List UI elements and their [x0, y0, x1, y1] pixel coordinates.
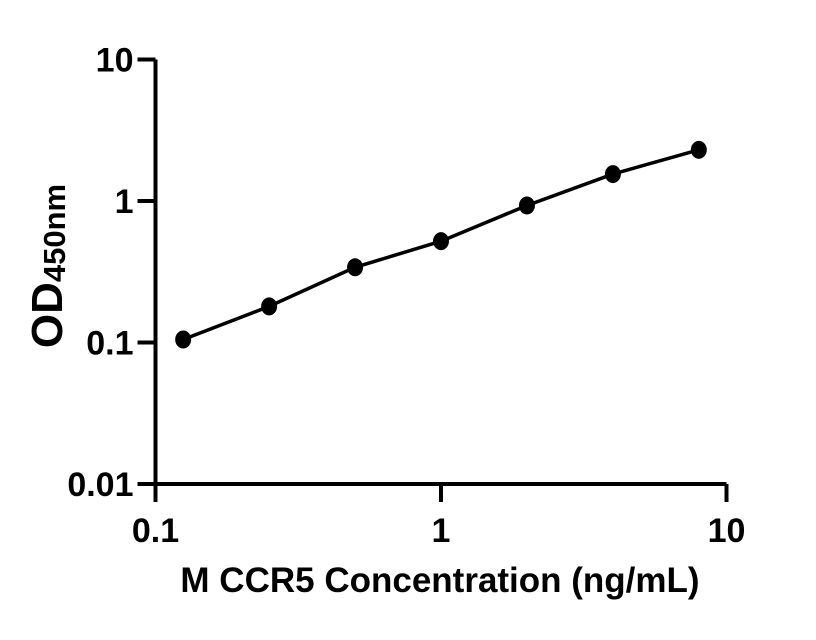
data-point-0.125 — [175, 330, 192, 349]
y-axis-title: OD450nm — [23, 184, 72, 348]
x-tick-label-0.1: 0.1 — [132, 512, 179, 550]
data-point-1 — [433, 232, 449, 251]
y-axis-title-subscript: 450nm — [37, 184, 72, 282]
axis-spines — [153, 59, 727, 486]
data-point-0.25 — [261, 297, 278, 316]
x-tick-label-1: 1 — [432, 512, 451, 550]
y-axis-title-main: OD — [23, 282, 72, 348]
y-tick-label-1: 1 — [115, 183, 134, 221]
x-tick-label-10: 10 — [708, 512, 746, 550]
data-point-2 — [518, 196, 535, 215]
data-point-8 — [690, 140, 707, 159]
axes-group: 10 1 0.1 0.01 0.1 1 10 — [67, 42, 745, 551]
data-point-0.5 — [347, 258, 364, 277]
y-tick-label-10: 10 — [96, 42, 134, 80]
x-axis-title: M CCR5 Concentration (ng/mL) — [180, 561, 699, 600]
y-tick-label-0.01: 0.01 — [67, 466, 133, 504]
data-point-4 — [604, 165, 621, 184]
y-tick-label-0.1: 0.1 — [86, 325, 133, 363]
series-group — [175, 140, 707, 349]
